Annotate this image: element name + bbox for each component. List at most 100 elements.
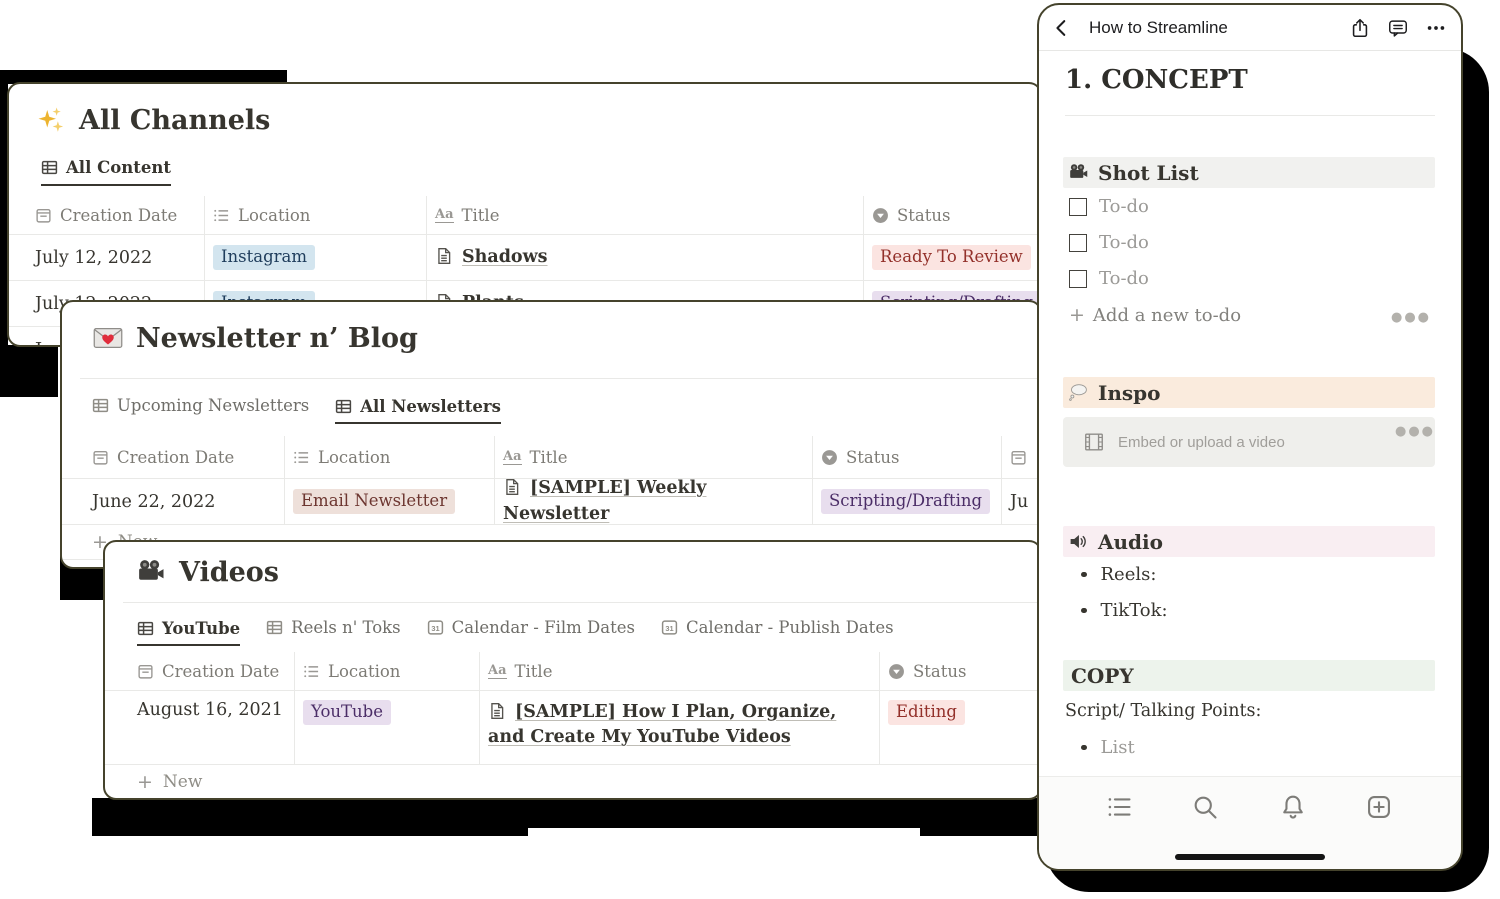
tab-upcoming-newsletters[interactable]: Upcoming Newsletters xyxy=(92,396,309,424)
column-header-status[interactable]: Status xyxy=(813,436,1002,479)
checkbox[interactable] xyxy=(1069,197,1087,216)
table-view-icon xyxy=(267,620,283,635)
column-header-location[interactable]: Location xyxy=(205,196,427,235)
comments-button[interactable] xyxy=(1383,13,1413,43)
notifications-bell-icon[interactable] xyxy=(1279,793,1307,821)
column-header-title[interactable]: Aa Title xyxy=(495,436,813,479)
page-link[interactable]: [SAMPLE] How I Plan, Organize, and Creat… xyxy=(488,702,837,748)
table-view-icon xyxy=(137,621,154,635)
home-indicator[interactable] xyxy=(1175,854,1325,860)
status-tag[interactable]: Ready To Review xyxy=(872,244,1031,271)
calendar-31-icon: 31 xyxy=(661,620,678,635)
page-title[interactable]: Newsletter n’ Blog xyxy=(136,322,418,354)
cell-date-extra[interactable]: Ju xyxy=(1002,479,1040,525)
film-icon xyxy=(1085,433,1103,451)
cell-title[interactable]: [SAMPLE] How I Plan, Organize, and Creat… xyxy=(480,691,880,765)
embed-video-placeholder[interactable]: Embed or upload a video xyxy=(1063,417,1435,467)
select-list-icon xyxy=(294,451,309,463)
audio-header[interactable]: Audio xyxy=(1063,526,1435,557)
cell-date[interactable]: August 16, 2021 xyxy=(105,691,295,765)
checkbox[interactable] xyxy=(1069,233,1087,252)
todo-more-button[interactable]: ●●● xyxy=(1391,310,1432,325)
add-todo-button[interactable]: + Add a new to-do xyxy=(1069,304,1242,326)
cell-title[interactable]: Shadows xyxy=(427,235,864,281)
location-tag[interactable]: YouTube xyxy=(303,700,391,726)
tab-reels-n-toks[interactable]: Reels n' Toks xyxy=(266,618,401,646)
shadow-videos-bottom-right xyxy=(920,798,1038,836)
embed-more-button[interactable]: ●●● xyxy=(1395,424,1436,439)
select-list-icon xyxy=(214,209,229,221)
sidebar-menu-icon[interactable] xyxy=(1105,793,1133,821)
checkbox[interactable] xyxy=(1069,269,1087,288)
section-heading-concept: 1. CONCEPT xyxy=(1065,65,1248,95)
inspo-header[interactable]: Inspo xyxy=(1063,377,1435,408)
page-icon xyxy=(506,479,519,496)
shadow-allchannels-bottom xyxy=(0,345,58,397)
tab-youtube[interactable]: YouTube xyxy=(137,619,241,646)
plus-icon: + xyxy=(1069,304,1085,326)
cell-date[interactable]: June 22, 2022 xyxy=(62,479,285,525)
copy-header[interactable]: COPY xyxy=(1063,660,1435,691)
column-header-date-extra[interactable] xyxy=(1002,436,1040,479)
svg-text:31: 31 xyxy=(665,624,673,633)
svg-text:31: 31 xyxy=(431,624,439,633)
cell-location[interactable]: YouTube xyxy=(295,691,480,765)
search-icon[interactable] xyxy=(1191,793,1219,821)
shot-list-header[interactable]: Shot List xyxy=(1063,157,1435,188)
column-header-location[interactable]: Location xyxy=(285,436,495,479)
new-row-button[interactable]: + New xyxy=(105,765,1040,798)
column-header-creation-date[interactable]: Creation Date xyxy=(62,436,285,479)
title-property-icon: Aa xyxy=(435,206,454,223)
table-view-icon xyxy=(41,160,58,175)
bullet-item: TikTok: xyxy=(1081,600,1168,621)
bullet-dot xyxy=(1081,744,1087,751)
more-button[interactable] xyxy=(1421,13,1451,43)
tab-calendar-film-dates[interactable]: 31 Calendar - Film Dates xyxy=(427,618,635,646)
tab-all-content[interactable]: All Content xyxy=(41,158,171,186)
back-button[interactable] xyxy=(1047,13,1077,43)
page-icon xyxy=(491,703,504,719)
movie-camera-icon xyxy=(135,556,167,588)
page-link[interactable]: [SAMPLE] Weekly Newsletter xyxy=(503,478,707,524)
cell-location[interactable]: Email Newsletter xyxy=(285,479,495,525)
shot-list-label: Shot List xyxy=(1098,160,1199,185)
movie-camera-icon xyxy=(1070,164,1088,178)
page-link[interactable]: Shadows xyxy=(462,246,548,267)
cell-status[interactable]: Editing xyxy=(880,691,1040,765)
share-button[interactable] xyxy=(1345,13,1375,43)
new-page-icon[interactable] xyxy=(1365,793,1393,821)
status-tag[interactable]: Scripting/Drafting xyxy=(821,488,991,515)
page-title[interactable]: Videos xyxy=(179,556,279,588)
tab-label: Upcoming Newsletters xyxy=(117,396,310,415)
column-header-creation-date[interactable]: Creation Date xyxy=(9,196,205,235)
location-tag[interactable]: Instagram xyxy=(213,244,316,271)
column-header-status[interactable]: Status xyxy=(880,652,1040,691)
column-header-title[interactable]: Aa Title xyxy=(480,652,880,691)
cell-title[interactable]: [SAMPLE] Weekly Newsletter xyxy=(495,478,813,525)
location-tag[interactable]: Email Newsletter xyxy=(293,488,456,515)
cell-date[interactable]: July 12, 2022 xyxy=(9,235,205,281)
shadow-left-strip xyxy=(0,76,8,397)
cell-status[interactable]: Scripting/Drafting xyxy=(813,479,1002,525)
chevron-left-icon xyxy=(1056,19,1066,36)
tab-label: All Content xyxy=(66,158,171,177)
phone-page-title: How to Streamline xyxy=(1089,17,1228,37)
status-tag[interactable]: Editing xyxy=(888,700,965,726)
title-property-icon: Aa xyxy=(503,448,522,465)
status-icon xyxy=(889,663,904,679)
column-header-title[interactable]: Aa Title xyxy=(427,196,864,235)
cell-status[interactable]: Ready To Review xyxy=(864,235,1040,281)
todo-item: To-do xyxy=(1069,196,1149,217)
todo-item: To-do xyxy=(1069,232,1149,253)
cell-location[interactable]: Instagram xyxy=(205,235,427,281)
status-icon xyxy=(822,449,837,465)
tab-all-newsletters[interactable]: All Newsletters xyxy=(335,396,501,424)
tab-label: All Newsletters xyxy=(360,396,501,416)
column-header-status[interactable]: Status xyxy=(864,196,1040,235)
page-title[interactable]: All Channels xyxy=(79,104,271,136)
tab-calendar-publish-dates[interactable]: 31 Calendar - Publish Dates xyxy=(661,618,894,646)
column-header-creation-date[interactable]: Creation Date xyxy=(105,652,295,691)
window-newsletter-blog: Newsletter n’ Blog Upcoming Newsletters … xyxy=(60,300,1042,569)
column-header-location[interactable]: Location xyxy=(295,652,480,691)
select-list-icon xyxy=(304,665,319,677)
